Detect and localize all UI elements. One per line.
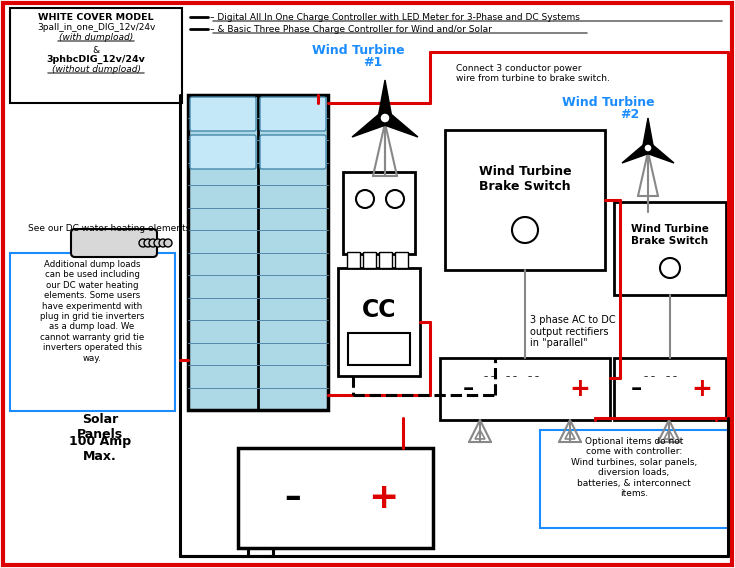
Text: –: – [462,379,473,399]
Text: –: – [631,379,642,399]
Text: CC: CC [362,298,396,322]
Circle shape [386,190,404,208]
Circle shape [380,113,390,123]
Circle shape [164,239,172,247]
Circle shape [159,239,167,247]
Text: Wind Turbine
Brake Switch: Wind Turbine Brake Switch [478,165,571,193]
Text: Wind Turbine: Wind Turbine [562,96,654,109]
Text: See our DC water heating elements: See our DC water heating elements [28,224,190,233]
Text: &: & [93,46,99,55]
Text: +: + [368,481,398,515]
Circle shape [660,258,680,278]
Text: Connect 3 conductor power
wire from turbine to brake switch.: Connect 3 conductor power wire from turb… [456,64,610,83]
Bar [614,358,726,420]
FancyBboxPatch shape [190,135,256,169]
Polygon shape [381,112,418,137]
Text: #1: #1 [363,56,383,69]
Bar [10,8,182,103]
Text: Solar
Panels: Solar Panels [77,413,123,441]
Text: +: + [570,377,590,401]
Text: – Digital All In One Charge Controller with LED Meter for 3-Phase and DC Systems: – Digital All In One Charge Controller w… [210,12,580,22]
Text: Wind Turbine
Brake Switch: Wind Turbine Brake Switch [631,224,709,245]
Text: (without dumpload): (without dumpload) [51,65,140,74]
Bar [440,358,610,420]
Text: 100 Amp
Max.: 100 Amp Max. [69,435,131,463]
Circle shape [644,144,652,152]
Text: 3pall_in_one_DIG_12v/24v: 3pall_in_one_DIG_12v/24v [37,23,155,32]
Text: +: + [692,377,712,401]
Bar [338,268,420,376]
Text: Wind Turbine: Wind Turbine [312,44,404,57]
Text: – & Basic Three Phase Charge Controller for Wind and/or Solar: – & Basic Three Phase Charge Controller … [210,24,492,34]
Polygon shape [645,143,674,163]
Text: Additional dump loads
can be used including
our DC water heating
elements. Some : Additional dump loads can be used includ… [40,260,144,362]
Bar [188,95,328,410]
Polygon shape [352,112,389,137]
Bar [348,333,410,365]
Text: WHITE COVER MODEL: WHITE COVER MODEL [38,13,154,22]
Text: Optional items do not
come with controller:
Wind turbines, solar panels,
diversi: Optional items do not come with controll… [571,437,697,498]
Bar [614,202,726,295]
Circle shape [154,239,162,247]
FancyBboxPatch shape [260,97,326,131]
Text: – –: – – [645,371,656,381]
Text: #2: #2 [620,108,639,121]
Bar [395,252,408,268]
Polygon shape [378,80,392,118]
Polygon shape [622,143,650,163]
Bar [379,252,392,268]
Bar [343,172,415,254]
Text: – –: – – [528,371,539,381]
Bar [445,130,605,270]
Text: – –: – – [506,371,517,381]
Text: – –: – – [667,371,678,381]
Bar [10,253,175,411]
Circle shape [149,239,157,247]
Circle shape [356,190,374,208]
FancyBboxPatch shape [71,229,157,257]
Circle shape [512,217,538,243]
Bar [347,252,360,268]
FancyBboxPatch shape [260,135,326,169]
Circle shape [139,239,147,247]
Text: (with dumpload): (with dumpload) [59,33,133,42]
Text: 3 phase AC to DC
output rectifiers
in "parallel": 3 phase AC to DC output rectifiers in "p… [530,315,616,348]
Polygon shape [642,118,653,148]
Bar [238,448,433,548]
Text: 3phbcDIG_12v/24v: 3phbcDIG_12v/24v [46,55,146,64]
Bar [540,430,728,528]
FancyBboxPatch shape [190,97,256,131]
Text: – –: – – [484,371,495,381]
Bar [363,252,376,268]
Circle shape [144,239,152,247]
Text: –: – [284,482,301,515]
